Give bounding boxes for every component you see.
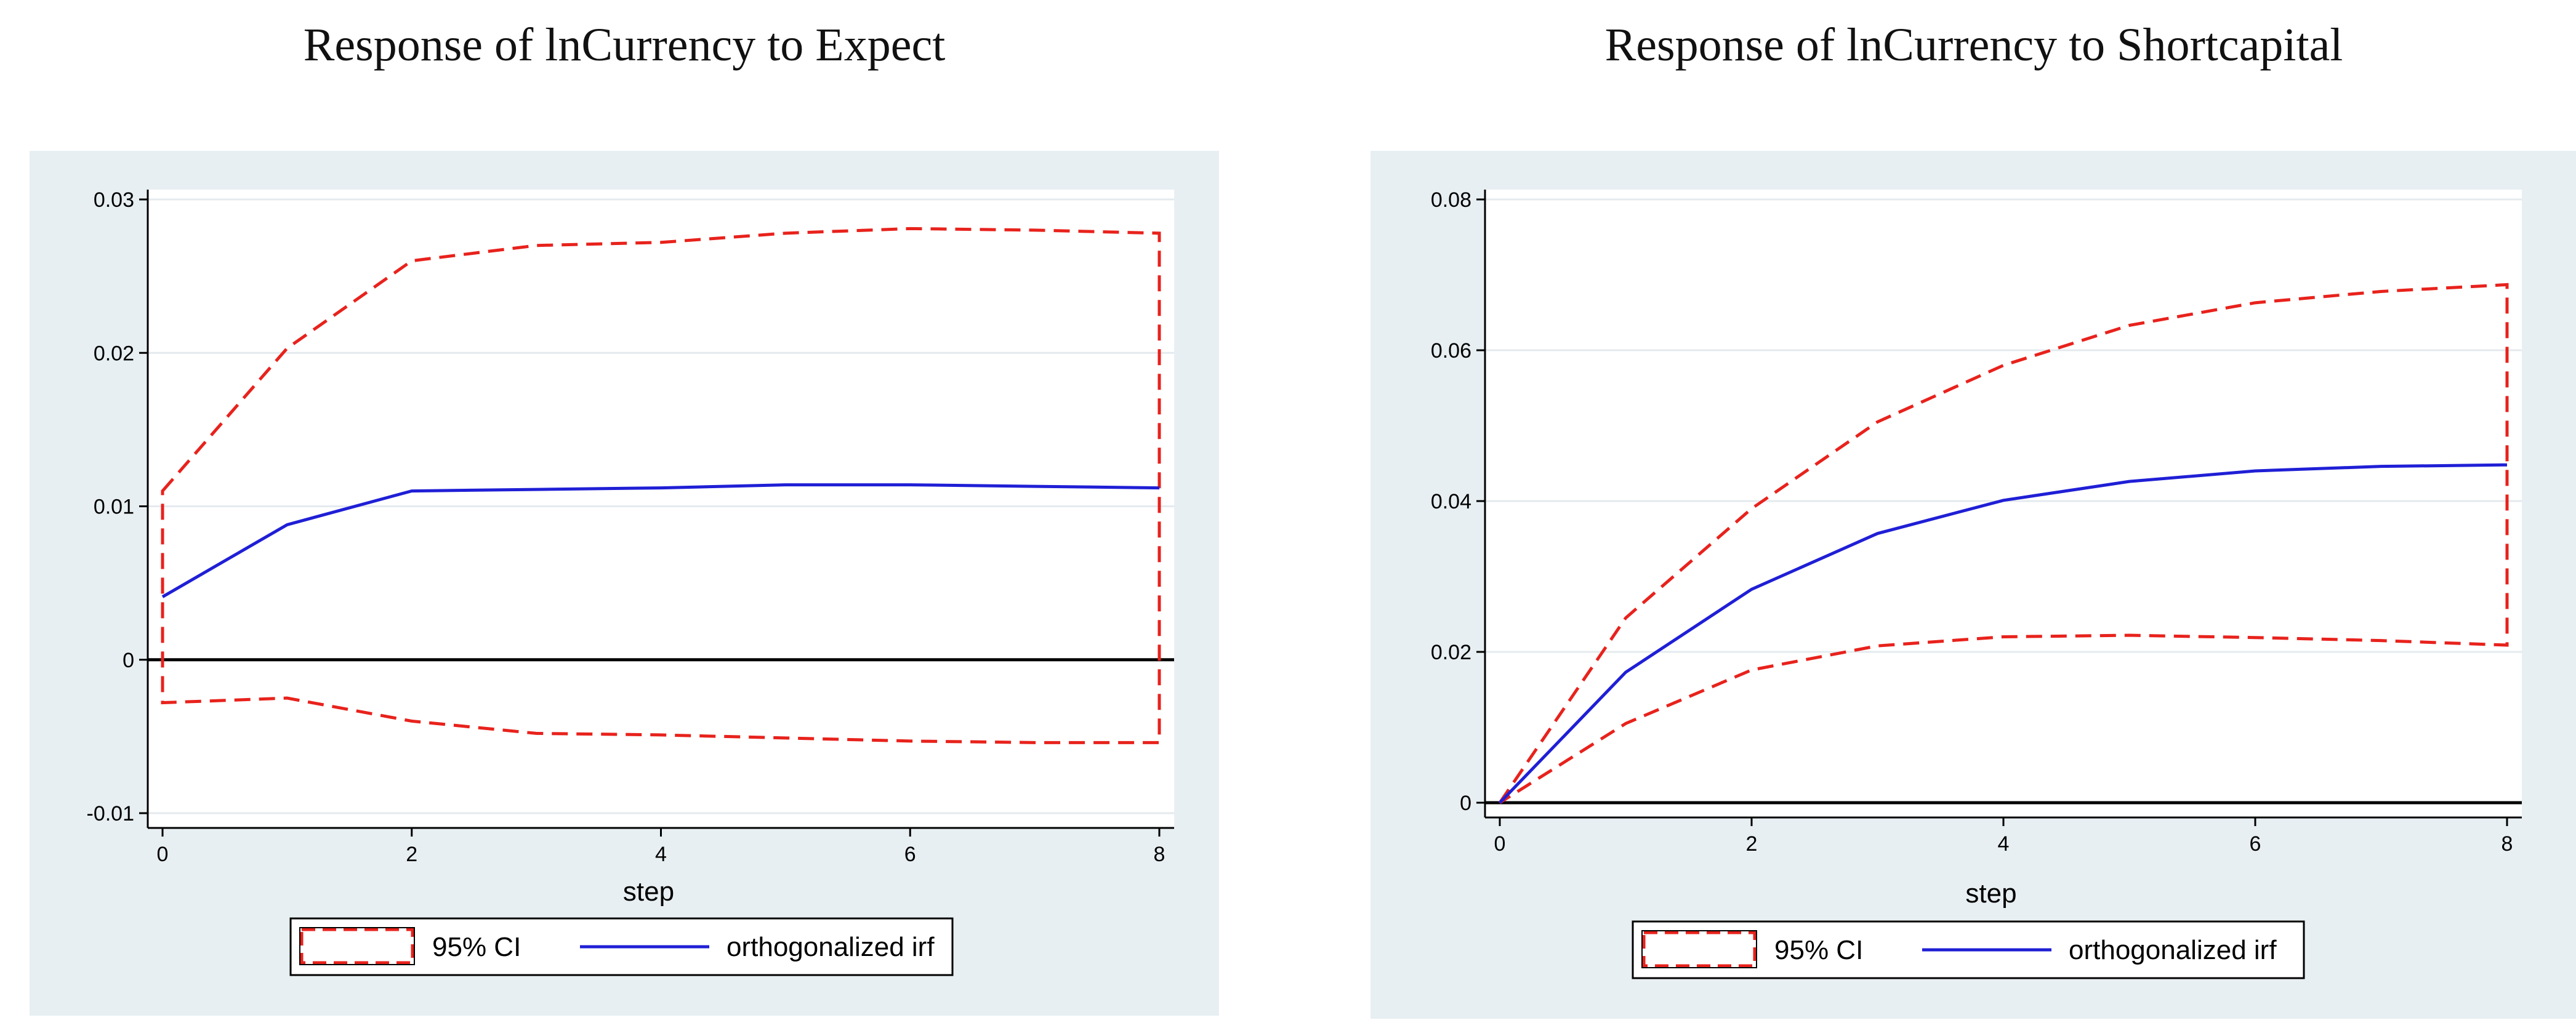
legend-irf-label: orthogonalized irf [727, 932, 935, 962]
ci-band-outline [1498, 283, 2509, 805]
x-tick-label: 8 [1154, 843, 1165, 866]
legend: 95% CI orthogonalized irf [289, 917, 954, 976]
x-axis-title: step [1965, 878, 2016, 909]
irf-line [1499, 463, 2508, 804]
x-tick-label: 8 [2502, 832, 2513, 856]
y-tick-label: 0 [123, 649, 134, 672]
x-tick-label: 0 [1494, 832, 1506, 856]
x-axis-title: step [623, 877, 674, 907]
chart-panel-expect: -0.01 0 0.01 0.02 0.03 0 2 4 6 8 step 95% CI orthogo… [30, 151, 1219, 1016]
plot-area [1485, 190, 2522, 817]
y-tick-label: 0.02 [94, 342, 134, 365]
y-tick-label: -0.01 [87, 802, 135, 825]
legend-ci-swatch [300, 928, 414, 965]
legend-ci-swatch-border [1641, 930, 1757, 968]
x-tick-label: 4 [655, 843, 667, 866]
y-tick-label: 0 [1460, 792, 1471, 815]
legend-ci-label: 95% CI [1774, 935, 1863, 965]
legend-irf-label: orthogonalized irf [2069, 935, 2277, 965]
legend: 95% CI orthogonalized irf [1632, 920, 2305, 979]
x-tick-label: 6 [904, 843, 916, 866]
y-tick-label: 0.03 [94, 188, 134, 212]
ci-band-outline [161, 227, 1161, 744]
y-tick-label: 0.06 [1431, 339, 1471, 363]
legend-ci-swatch-border [299, 927, 415, 965]
x-tick-label: 2 [1746, 832, 1758, 856]
legend-ci-label: 95% CI [432, 932, 521, 962]
x-tick-label: 0 [157, 843, 169, 866]
irf-line [161, 483, 1160, 598]
y-tick-label: 0.04 [1431, 490, 1471, 513]
x-tick-label: 2 [406, 843, 417, 866]
y-tick-label: 0.08 [1431, 188, 1471, 212]
chart-panel-shortcapital: 0 0.02 0.04 0.06 0.08 0 2 4 6 8 step 95% CI orthogon… [1371, 151, 2576, 1019]
y-tick-label: 0.01 [94, 496, 134, 519]
x-tick-label: 4 [1998, 832, 2010, 856]
chart-title-right: Response of lnCurrency to Shortcapital [1604, 19, 2343, 71]
plot-area [148, 190, 1174, 828]
y-tick-label: 0.02 [1431, 641, 1471, 664]
chart-title-left: Response of lnCurrency to Expect [303, 19, 946, 71]
legend-ci-swatch [1642, 931, 1757, 968]
x-tick-label: 6 [2250, 832, 2261, 856]
